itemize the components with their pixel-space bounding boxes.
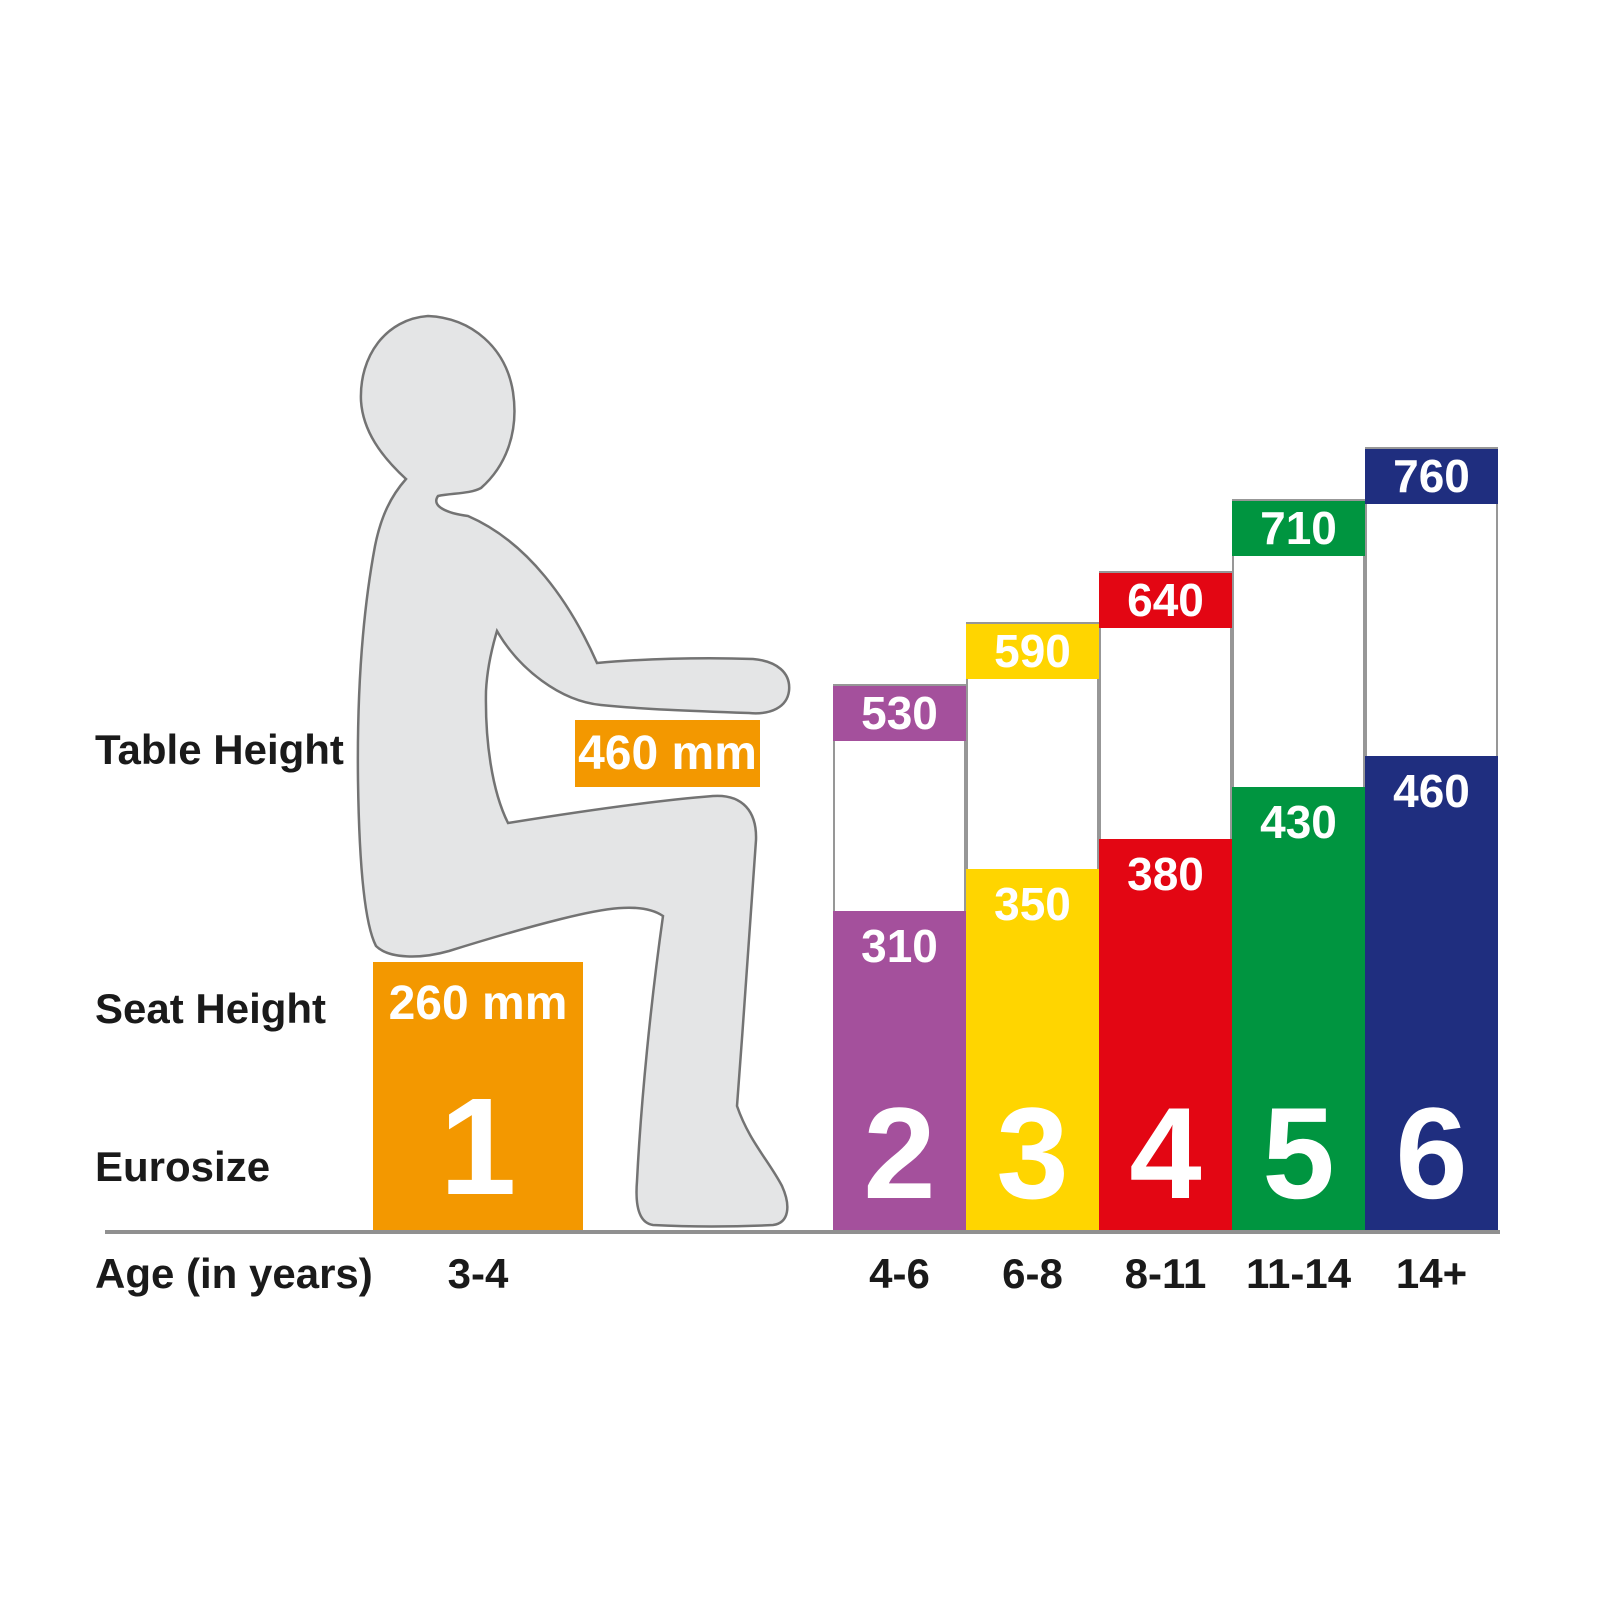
age-label-8-11: 8-11	[1124, 1250, 1207, 1297]
table-height-label: Table Height	[95, 726, 344, 773]
seat-segment: 380 4	[1099, 839, 1232, 1230]
eurosize-label: Eurosize	[95, 1143, 271, 1190]
age-label-4-6: 4-6	[869, 1250, 930, 1297]
table-height-value: 760	[1365, 449, 1498, 504]
bar-eurosize-2: 530 310 2	[833, 684, 966, 1230]
bar-eurosize-4: 640 380 4	[1099, 571, 1232, 1230]
bar-eurosize-5: 710 430 5	[1232, 499, 1365, 1230]
age-axis-label: Age (in years)	[95, 1250, 373, 1297]
bar-eurosize-3: 590 350 3	[966, 622, 1099, 1230]
seat-height-label: Seat Height	[95, 985, 327, 1032]
table-height-value: 710	[1232, 501, 1365, 556]
table-height-box-size-1: 460 mm	[575, 720, 760, 787]
age-label-11-14: 11-14	[1245, 1250, 1352, 1297]
age-label-14+: 14+	[1395, 1250, 1468, 1297]
seat-segment: 430 5	[1232, 787, 1365, 1230]
age-label-3-4: 3-4	[447, 1250, 509, 1297]
table-height-value: 640	[1099, 573, 1232, 628]
seat-segment: 310 2	[833, 911, 966, 1230]
seat-height-value: 430	[1260, 796, 1337, 848]
seat-height-value: 260 mm	[388, 977, 568, 1030]
eurosize-number: 3	[996, 1080, 1069, 1226]
table-height-value: 530	[833, 686, 966, 741]
table-height-value: 590	[966, 624, 1099, 679]
seat-height-value: 380	[1127, 848, 1204, 900]
seat-height-value: 460	[1393, 765, 1470, 817]
bar-eurosize-6: 760 460 6	[1365, 447, 1498, 1230]
eurosize-number: 1	[439, 1070, 517, 1224]
age-label-6-8: 6-8	[1002, 1250, 1063, 1297]
seat-height-value: 310	[861, 920, 938, 972]
seat-height-value: 350	[994, 878, 1071, 930]
eurosize-number: 4	[1129, 1080, 1202, 1226]
eurosize-number: 6	[1395, 1080, 1468, 1226]
ground-line	[105, 1230, 1500, 1234]
seat-box-size-1: 260 mm 1	[373, 962, 583, 1230]
eurosize-number: 5	[1262, 1080, 1335, 1226]
eurosize-number: 2	[863, 1080, 936, 1226]
seat-segment: 350 3	[966, 869, 1099, 1230]
seat-segment: 460 6	[1365, 756, 1498, 1230]
